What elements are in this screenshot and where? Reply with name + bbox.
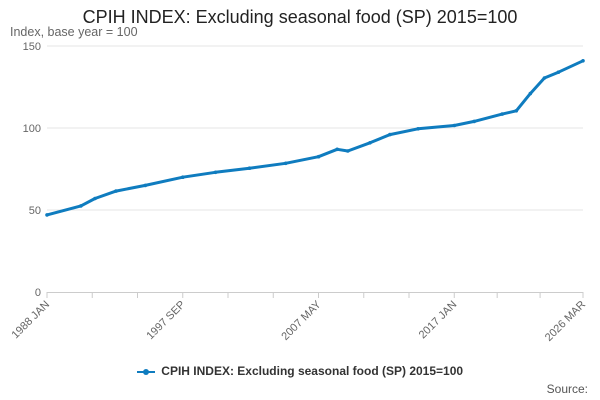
gridlines (47, 45, 583, 211)
data-point[interactable] (114, 189, 118, 193)
x-tick-label: 2026 MAR (543, 299, 588, 344)
x-tick-label: 1988 JAN (9, 299, 52, 342)
data-point[interactable] (346, 149, 350, 153)
data-point[interactable] (316, 154, 321, 159)
data-point[interactable] (213, 170, 218, 175)
data-point[interactable] (581, 59, 585, 63)
data-point[interactable] (247, 166, 252, 170)
data-point[interactable] (181, 175, 185, 179)
x-tick-label: 1997 SEP (144, 299, 188, 343)
data-point[interactable] (500, 112, 505, 116)
data-point[interactable] (472, 119, 477, 124)
legend-line-icon (136, 367, 155, 377)
data-point[interactable] (45, 213, 49, 217)
chart-title: CPIH INDEX: Excluding seasonal food (SP)… (82, 7, 518, 27)
series-line[interactable] (45, 59, 585, 217)
data-point[interactable] (143, 183, 148, 188)
data-point[interactable] (93, 196, 97, 201)
y-tick-labels: 0 50 100 150 (23, 41, 41, 299)
x-tick-label: 2017 JAN (417, 299, 460, 342)
x-tick-labels: 1988 JAN 1997 SEP 2007 MAY 2017 JAN 2026 MAR (9, 298, 588, 344)
data-point[interactable] (416, 127, 420, 131)
data-point[interactable] (514, 109, 519, 113)
x-tick-label: 2007 MAY (279, 298, 324, 343)
data-point[interactable] (283, 161, 288, 166)
y-tick-label: 50 (29, 205, 41, 217)
data-point[interactable] (368, 141, 372, 145)
data-point[interactable] (79, 204, 83, 208)
data-point[interactable] (335, 147, 340, 152)
legend[interactable]: CPIH INDEX: Excluding seasonal food (SP)… (0, 364, 600, 378)
y-tick-label: 100 (23, 123, 41, 135)
data-point[interactable] (556, 70, 561, 74)
data-point[interactable] (542, 76, 547, 80)
data-point[interactable] (528, 91, 533, 96)
legend-label: CPIH INDEX: Excluding seasonal food (SP)… (161, 364, 464, 378)
y-axis-label: Index, base year = 100 (10, 25, 138, 39)
y-tick-label: 150 (23, 41, 41, 53)
data-point[interactable] (388, 132, 392, 137)
y-tick-label: 0 (35, 287, 41, 299)
data-point[interactable] (452, 123, 457, 128)
series-layer (45, 59, 585, 217)
axes (46, 292, 584, 298)
source-label: Source: (546, 382, 588, 396)
